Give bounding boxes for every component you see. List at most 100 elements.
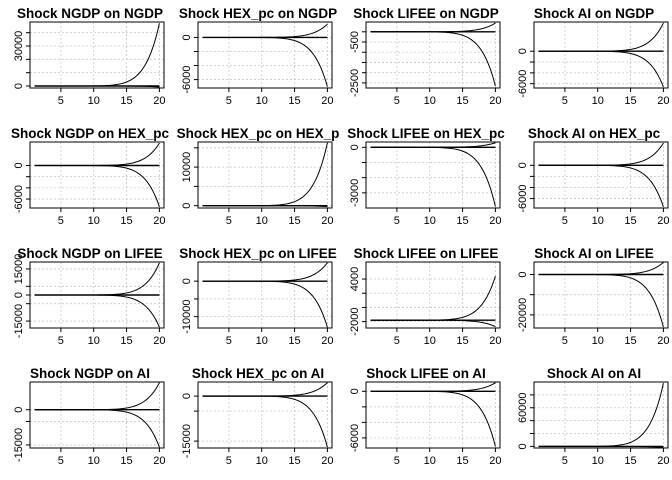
irf-upper-band (370, 276, 496, 321)
x-tick-label: 10 (256, 95, 268, 107)
x-tick-label: 5 (394, 455, 400, 467)
y-tick-label: 0 (181, 393, 193, 399)
irf-upper-band (34, 142, 160, 166)
x-tick-label: 20 (657, 215, 669, 227)
irf-upper-band (202, 382, 328, 397)
panel-title: Shock NGDP on LIFEE (17, 246, 162, 261)
irf-lower-band (34, 294, 160, 328)
y-tick-label: -6000 (517, 185, 529, 213)
panel-title: Shock LIFEE on NGDP (353, 6, 499, 21)
y-tick-label: 30000 (13, 31, 25, 62)
panel-title: Shock AI on HEX_pc (528, 126, 661, 141)
panel-title: Shock NGDP on NGDP (17, 6, 163, 21)
y-tick-label: -6000 (181, 66, 193, 94)
y-tick-label: -20000 (517, 298, 529, 332)
irf-upper-band (370, 22, 496, 33)
plot-frame (29, 141, 165, 209)
y-tick-label: 0 (13, 292, 25, 298)
plot-frame (365, 261, 501, 329)
x-tick-label: 10 (424, 335, 436, 347)
irf-upper-band (202, 23, 328, 38)
plot-frame (533, 21, 669, 89)
x-tick-label: 20 (321, 215, 333, 227)
irf-panel-9: Shock NGDP on LIFEE 5 10 15 20 15000 0 -15000 (13, 246, 166, 347)
x-tick-label: 20 (321, 95, 333, 107)
irf-upper-band (538, 22, 664, 52)
irf-lower-band (538, 50, 664, 88)
irf-panel-14: Shock HEX_pc on AI 5 10 15 20 0 -15000 (181, 366, 334, 467)
irf-panel-5: Shock NGDP on HEX_pc 5 10 15 20 0 -6000 (11, 126, 170, 227)
panel-title: Shock LIFEE on AI (366, 366, 486, 381)
panel-title: Shock AI on NGDP (534, 6, 654, 21)
x-tick-label: 15 (624, 455, 636, 467)
x-tick-label: 5 (58, 215, 64, 227)
x-tick-label: 20 (153, 455, 165, 467)
x-tick-label: 20 (489, 335, 501, 347)
irf-panel-1: Shock NGDP on NGDP 5 10 15 20 0 30000 (13, 6, 166, 107)
x-tick-label: 5 (562, 455, 568, 467)
irf-panel-15: Shock LIFEE on AI 5 10 15 20 0 -6000 (349, 366, 502, 467)
panel-title: Shock AI on LIFEE (534, 246, 654, 261)
x-tick-label: 15 (624, 95, 636, 107)
panel-title: Shock HEX_pc on AI (192, 366, 324, 381)
x-tick-label: 15 (120, 335, 132, 347)
plot-frame (29, 21, 165, 89)
x-tick-label: 5 (562, 335, 568, 347)
x-tick-label: 10 (88, 455, 100, 467)
x-tick-label: 10 (592, 335, 604, 347)
irf-panel-6: Shock HEX_pc on HEX_p 5 10 15 20 0 10000 (177, 126, 340, 227)
x-tick-label: 15 (288, 335, 300, 347)
irf-lower-band (202, 36, 328, 87)
irf-lower-band (370, 319, 496, 328)
x-tick-label: 15 (456, 95, 468, 107)
x-tick-label: 15 (624, 335, 636, 347)
x-tick-label: 5 (394, 215, 400, 227)
y-tick-label: 0 (517, 443, 529, 449)
x-tick-label: 10 (256, 215, 268, 227)
y-tick-label: -2000 (349, 308, 361, 336)
irf-lower-band (202, 205, 328, 208)
y-tick-label: 0 (517, 48, 529, 54)
x-tick-label: 15 (456, 335, 468, 347)
y-tick-label: -10000 (181, 300, 193, 334)
plot-frame (365, 381, 501, 449)
irf-upper-band (202, 262, 328, 282)
y-tick-label: 10000 (181, 152, 193, 183)
plot-frame (533, 141, 669, 209)
y-tick-label: -500 (349, 31, 361, 53)
y-tick-label: 0 (349, 144, 361, 150)
x-tick-label: 5 (226, 335, 232, 347)
panel-title: Shock NGDP on AI (30, 366, 150, 381)
x-tick-label: 5 (226, 455, 232, 467)
irf-upper-band (34, 23, 160, 87)
x-tick-label: 5 (562, 95, 568, 107)
x-tick-label: 15 (120, 215, 132, 227)
panel-title: Shock HEX_pc on LIFEE (179, 246, 337, 261)
x-tick-label: 10 (592, 95, 604, 107)
irf-lower-band (34, 85, 160, 88)
plot-frame (533, 381, 669, 449)
irf-panel-4: Shock AI on NGDP 5 10 15 20 0 -6000 (517, 6, 670, 107)
y-tick-label: 0 (349, 388, 361, 394)
y-tick-label: -15000 (181, 424, 193, 458)
irf-panel-11: Shock LIFEE on LIFEE 5 10 15 20 4000 -2000 (349, 246, 502, 347)
irf-lower-band (34, 164, 160, 208)
x-tick-label: 15 (288, 455, 300, 467)
y-tick-label: 0 (13, 162, 25, 168)
panel-title: Shock HEX_pc on NGDP (179, 6, 337, 21)
irf-upper-band (34, 382, 160, 411)
y-tick-label: -6000 (13, 185, 25, 213)
y-tick-label: -6000 (517, 70, 529, 98)
panel-title: Shock NGDP on HEX_pc (11, 126, 170, 141)
x-tick-label: 10 (256, 335, 268, 347)
x-tick-label: 20 (657, 95, 669, 107)
irf-upper-band (370, 382, 496, 392)
x-tick-label: 5 (58, 335, 64, 347)
irf-lower-band (370, 146, 496, 207)
plot-frame (197, 141, 333, 209)
x-tick-label: 15 (288, 95, 300, 107)
x-tick-label: 15 (456, 215, 468, 227)
plot-frame (197, 381, 333, 449)
y-tick-label: 4000 (349, 267, 361, 291)
irf-panel-8: Shock AI on HEX_pc 5 10 15 20 0 -6000 (517, 126, 670, 227)
